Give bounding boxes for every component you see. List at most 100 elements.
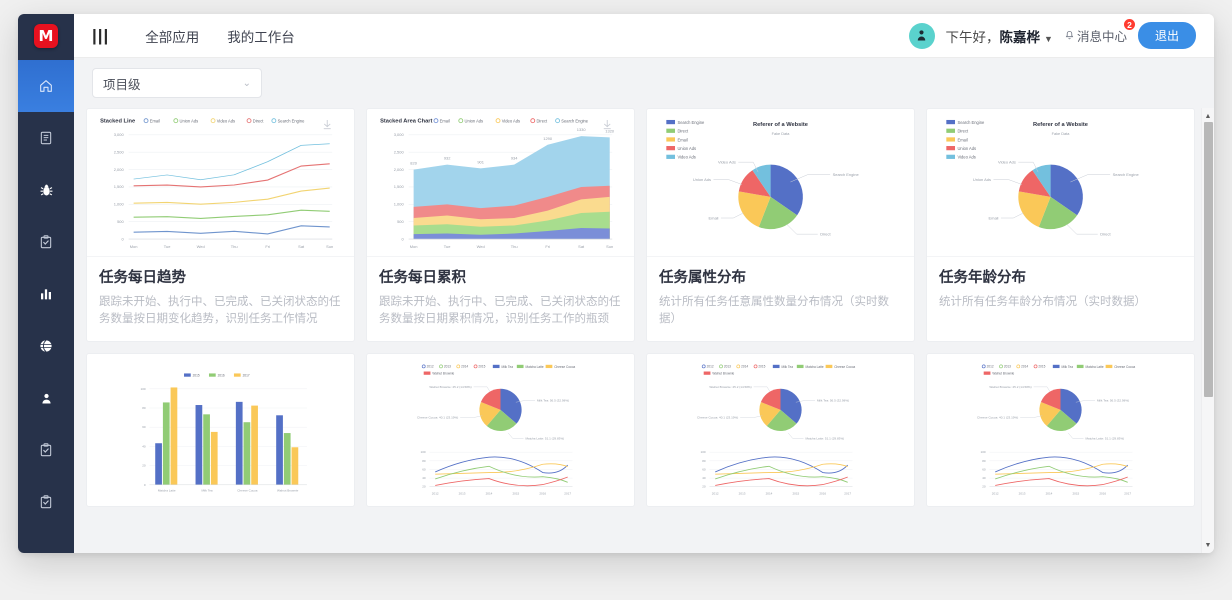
y-tick: 0 [121,236,124,241]
download-icon[interactable] [603,119,611,130]
pie-line-combo-chart: 2012 2013 2014 2015 Milk Tea Matcha Latt… [977,364,1135,496]
scroll-down-arrow[interactable]: ▼ [1204,541,1212,549]
sidebar-item-documents[interactable] [18,112,74,164]
card-daily-cumulative[interactable]: Stacked Area Chart Email Union Ads Video… [366,108,635,343]
card-meta: 任务年龄分布 统计所有任务年龄分布情况（实时数据） [927,257,1194,325]
legend-label: Search Engine [677,120,704,125]
y-tick: 40 [702,476,706,480]
legend-label: Search Engine [957,120,984,125]
chart-thumbnail: 2012 2013 2014 2015 Milk Tea Matcha Latt… [647,354,914,506]
sidebar [18,58,74,553]
sidebar-item-reports[interactable] [18,268,74,320]
x-tick: Sun [606,244,613,249]
legend-label: Email [677,137,687,142]
hamburger-menu-icon[interactable]: ||| [92,25,110,45]
x-tick: 2017 [564,492,571,496]
legend-label: Direct [253,118,265,123]
y-tick: 1,000 [114,202,125,207]
line-matcha-latte [435,463,568,476]
y-tick: 0 [401,236,404,241]
scrollbar-track[interactable] [1203,122,1213,539]
x-tick: Mon [410,244,418,249]
card-grouped-bar[interactable]: 2015 2016 2017 [86,353,355,508]
legend-label: Milk Tea [501,365,513,369]
legend-label: Email [957,137,967,142]
vertical-scrollbar[interactable]: ▲ ▼ [1201,108,1214,553]
slice-label: Cheese Cocoa: 40.1 (23.19%) [417,416,458,420]
greeting-text: 下午好，陈嘉桦 ▼ [946,26,1053,46]
nav-all-apps[interactable]: 全部应用 [145,29,200,45]
x-tick: Milk Tea [201,489,212,493]
home-icon [40,80,52,92]
slice-direct [758,196,798,230]
chart-subtitle: Fake Data [772,132,791,136]
card-attribute-distribution[interactable]: Referer of a Website Fake Data Search En… [646,108,915,343]
data-label: 1290 [543,136,553,141]
card-title: 任务每日趋势 [99,270,186,286]
sidebar-item-testcase[interactable] [18,476,74,528]
card-pie-line-combo[interactable]: 2012 2013 2014 2015 Milk Tea Matcha Latt… [646,353,915,508]
x-axis: Mon Tue Wed Thu Fri Sat Sun [408,238,613,249]
legend-label: Walnut Brownie [992,372,1014,376]
message-center-button[interactable]: 消息中心 2 [1064,18,1136,45]
x-tick: Sat [578,244,585,249]
chart-legend: 2012 2013 2014 2015 Milk Tea Matcha Latt… [701,364,855,376]
chart-legend: Email Union Ads Video Ads Direct Search … [433,118,589,123]
nav-my-workspace[interactable]: 我的工作台 [227,29,295,45]
legend-label: 2014 [1021,365,1028,369]
y-tick: 80 [142,406,146,410]
x-tick: Sat [298,244,305,249]
scrollbar-thumb[interactable] [1203,122,1213,398]
legend-label: Walnut Brownie [432,372,454,376]
scroll-up-arrow[interactable]: ▲ [1204,112,1212,120]
legend-label: 2012 [987,365,994,369]
sidebar-item-users[interactable] [18,372,74,424]
logout-button[interactable]: 退出 [1137,22,1196,49]
y-tick: 2,500 [394,149,405,154]
avatar[interactable] [908,22,935,49]
slice-label: Video Ads [718,159,736,164]
slice-walnut-brownie [1040,389,1061,411]
chevron-down-icon[interactable]: ▼ [1044,33,1053,44]
sidebar-item-testplan[interactable] [18,424,74,476]
slice-walnut-brownie [480,389,501,411]
chart-title: Stacked Line [100,118,135,124]
card-age-distribution[interactable]: Referer of a Website Fake Data Search En… [926,108,1195,343]
sidebar-item-tasks[interactable] [18,216,74,268]
scope-select[interactable]: 项目级 ⌄ [92,68,262,98]
pie-slices [479,389,522,432]
legend-label: Union Ads [957,146,976,151]
y-tick: 1,000 [394,202,405,207]
legend-label: 2015 [1038,365,1045,369]
x-tick: Mon [130,244,138,249]
card-daily-trend[interactable]: Stacked Line Email Union Ads Video Ads D… [86,108,355,343]
card-pie-line-combo[interactable]: 2012 2013 2014 2015 Milk Tea Matcha Latt… [366,353,635,508]
header-right-group: 下午好，陈嘉桦 ▼ 消息中心 2 退出 [908,18,1214,49]
app-window: M ||| 全部应用 我的工作台 下午好，陈嘉桦 ▼ 消息中心 [18,14,1214,553]
legend-label: Milk Tea [1061,365,1073,369]
card-grid-area: Stacked Line Email Union Ads Video Ads D… [74,108,1201,553]
data-labels: 820 932 901 934 1290 1330 1320 [410,127,615,166]
card-pie-line-combo[interactable]: 2012 2013 2014 2015 Milk Tea Matcha Latt… [926,353,1195,508]
globe-icon [40,340,52,352]
legend-label: Milk Tea [781,365,793,369]
slice-labels: Milk Tea: 56.5 (32.98%) Matcha Latte: 51… [977,385,1129,441]
download-icon[interactable] [323,119,331,130]
legend-label: Email [150,118,160,123]
y-tick: 60 [702,468,706,472]
legend-label: 2013 [444,365,451,369]
x-tick: 2016 [539,492,546,496]
sidebar-item-global[interactable] [18,320,74,372]
slice-milk-tea [780,389,802,424]
x-tick: Wed [197,244,205,249]
card-meta: 任务属性分布 统计所有任务任意属性数量分布情况（实时数据） [647,257,914,341]
chart-thumbnail: 2015 2016 2017 [87,354,354,506]
app-logo[interactable]: M [34,23,58,48]
legend-label: Cheese Cocoa [1114,365,1135,369]
slice-direct [1038,196,1078,230]
sidebar-item-bug[interactable] [18,164,74,216]
pie-referer-chart: Referer of a Website Fake Data Search En… [946,120,1139,236]
sidebar-item-home[interactable] [18,60,74,112]
x-tick: Tue [164,244,171,249]
legend-label: Union Ads [677,146,696,151]
